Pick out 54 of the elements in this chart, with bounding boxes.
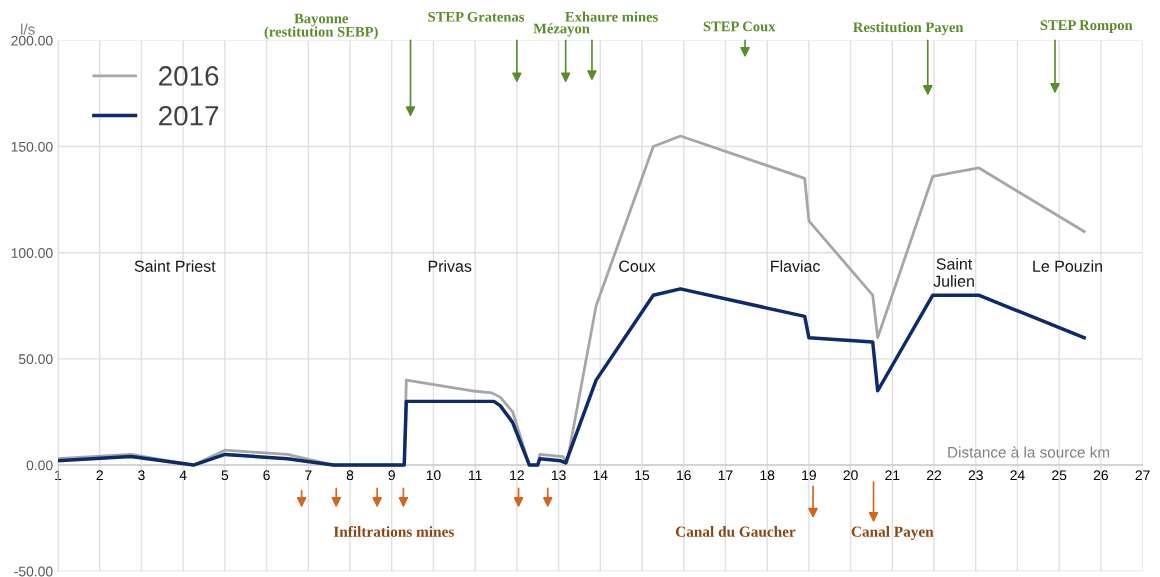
x-tick-label: 4	[179, 470, 187, 480]
annotation: Privas	[428, 260, 472, 272]
annotation: Saint Priest	[134, 260, 216, 272]
annotation: Le Pouzin	[1033, 260, 1102, 272]
x-tick-label: 21	[885, 470, 900, 480]
y-tick-label: 0.00	[26, 460, 53, 471]
x-tick-label: 16	[677, 470, 691, 481]
annotation: Coux	[619, 260, 656, 272]
text: Restitution Payen	[853, 21, 964, 36]
x-tick-label: 8	[346, 470, 354, 481]
x-tick-label: 17	[718, 470, 733, 480]
annotation: Canal Payen	[851, 526, 934, 540]
x-tick-label: 6	[263, 470, 270, 481]
y-tick-label: -50.00	[14, 566, 53, 577]
y-axis-title: l/s	[21, 23, 35, 35]
text: STEP Rompon	[1040, 20, 1133, 33]
x-tick-label: 2	[96, 470, 103, 480]
annotation: Canal du Gaucher	[675, 526, 796, 537]
text: STEP Coux	[703, 21, 776, 32]
legend-label: 2016	[159, 66, 219, 86]
x-tick-label: 27	[1135, 470, 1150, 480]
x-tick-label: 22	[927, 470, 942, 480]
x-tick-label: 10	[426, 470, 441, 481]
x-tick-label: 20	[843, 470, 858, 481]
x-axis-title: Distance à la source km	[948, 446, 1110, 458]
text: Exhaure mines	[565, 11, 658, 22]
x-tick-label: 7	[305, 470, 312, 480]
x-tick-label: 25	[1052, 470, 1067, 481]
annotation: Flaviac	[771, 260, 820, 272]
x-tick-label: 24	[1010, 470, 1025, 480]
x-tick-label: 14	[593, 470, 608, 480]
x-tick-label: 9	[388, 470, 395, 481]
legend-label: 2017	[159, 105, 219, 126]
x-tick-label: 3	[138, 470, 145, 481]
x-tick-label: 19	[802, 470, 816, 481]
x-tick-label: 1	[55, 470, 62, 480]
x-tick-label: 18	[760, 470, 775, 481]
y-tick-label: 200.00	[11, 35, 53, 46]
y-tick-label: 150.00	[11, 141, 53, 152]
text: Bayonne (restitution SEBP)	[264, 13, 378, 40]
x-tick-label: 15	[635, 470, 650, 481]
y-tick-label: 100.00	[11, 248, 53, 258]
annotation: Saint Julien	[933, 257, 974, 287]
x-tick-label: 12	[510, 470, 524, 480]
text: Mézayon	[533, 23, 590, 37]
y-tick-label: 50.00	[18, 354, 53, 365]
x-tick-label: 11	[469, 470, 482, 480]
text: STEP Gratenas	[428, 11, 525, 22]
annotation: Infiltrations mines	[333, 525, 454, 537]
line-series	[58, 287, 1086, 467]
x-tick-label: 13	[551, 470, 566, 481]
x-tick-label: 5	[221, 470, 229, 481]
x-tick-label: 26	[1093, 470, 1108, 481]
x-tick-label: 23	[968, 470, 983, 481]
